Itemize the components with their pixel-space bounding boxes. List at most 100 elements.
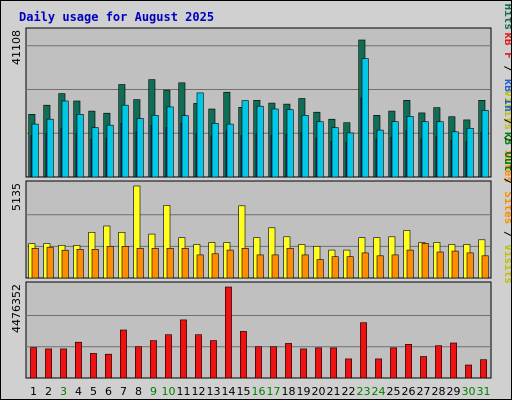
bar-pages-day-26: [406, 116, 414, 178]
bar-sites-day-29: [451, 250, 459, 279]
panels-layer: 41108 Pages / Files / Hits 5135 Visits / Si…: [10, 1, 511, 379]
bar-kb-f-day-28: [435, 345, 442, 379]
bar-pages-day-11: [181, 115, 189, 178]
bar-kb-f-day-5: [90, 353, 97, 379]
bar-kb-f-day-14: [225, 286, 232, 379]
bar-kb-f-day-18: [285, 343, 292, 379]
day-label-16: 16: [252, 385, 266, 398]
bar-kb-f-day-12: [195, 334, 202, 379]
bar-pages-day-20: [316, 121, 324, 178]
day-label-6: 6: [105, 385, 112, 398]
kbytes-panel-legend: kB F / kB In / kB Out / Sites / Visits: [502, 32, 511, 284]
bar-sites-day-19: [301, 254, 309, 279]
visits-panel-ymax-label: 5135: [10, 183, 23, 211]
bar-pages-day-13: [211, 123, 219, 178]
bar-pages-day-15: [241, 100, 249, 178]
bar-pages-day-18: [286, 109, 294, 178]
chart-title: Daily usage for August 2025: [19, 10, 214, 24]
kbytes-panel-ymax-label: 4476352: [10, 284, 23, 333]
day-label-27: 27: [417, 385, 431, 398]
bar-sites-day-4: [76, 249, 84, 279]
day-label-31: 31: [477, 385, 491, 398]
legend-item: kB In: [502, 79, 511, 112]
bar-pages-day-23: [361, 58, 369, 178]
bar-pages-day-1: [31, 123, 39, 178]
bar-sites-day-6: [106, 246, 114, 279]
bar-kb-f-day-24: [375, 358, 382, 379]
day-label-8: 8: [135, 385, 142, 398]
day-label-5: 5: [90, 385, 97, 398]
day-axis-labels: 1 2 3 4 5 6 7 8 9 10 11 12 13 14 15 16 17 18 19 20 21 22 23 24 2…: [30, 385, 491, 398]
bar-sites-day-30: [466, 252, 474, 279]
bar-sites-day-31: [481, 255, 489, 279]
bar-kb-f-day-16: [255, 346, 262, 379]
bar-pages-day-27: [421, 121, 429, 178]
bar-pages-day-9: [151, 115, 159, 178]
bar-kb-f-day-25: [390, 347, 397, 379]
bar-kb-f-day-10: [165, 334, 172, 379]
bar-sites-day-25: [391, 254, 399, 279]
bar-pages-day-7: [121, 104, 129, 178]
legend-item: /: [502, 171, 511, 191]
bar-kb-f-day-31: [480, 359, 487, 379]
bar-sites-day-8: [136, 248, 144, 279]
legend-item: /: [502, 130, 511, 150]
day-label-23: 23: [357, 385, 371, 398]
day-label-26: 26: [402, 385, 416, 398]
bar-sites-day-18: [286, 248, 294, 279]
bar-pages-day-2: [46, 118, 54, 178]
bar-kb-f-day-22: [345, 358, 352, 379]
bar-kb-f-day-2: [45, 348, 53, 379]
hits-panel-legend: Pages / Files / Hits: [502, 1, 511, 30]
bar-kb-f-day-8: [135, 346, 142, 379]
bar-sites-day-22: [346, 256, 354, 279]
bar-sites-day-12: [196, 254, 204, 279]
bar-pages-day-28: [436, 121, 444, 178]
day-label-24: 24: [372, 385, 386, 398]
bar-sites-day-23: [361, 252, 369, 279]
legend-item: /: [502, 59, 511, 79]
bar-kb-f-day-19: [300, 348, 307, 379]
bar-sites-day-16: [256, 254, 264, 279]
day-label-9: 9: [150, 385, 157, 398]
legend-item: /: [502, 1, 511, 4]
bar-sites-day-21: [331, 256, 339, 279]
bar-sites-day-20: [316, 259, 324, 279]
bar-sites-day-14: [226, 249, 234, 279]
bar-pages-day-29: [451, 131, 459, 178]
visits-panel-legend: Visits / Sites: [502, 90, 511, 183]
bar-pages-day-31: [481, 110, 489, 178]
bar-kb-f-day-26: [405, 343, 412, 379]
bar-pages-day-8: [136, 118, 144, 178]
bar-kb-f-day-3: [60, 348, 68, 379]
bar-pages-day-14: [226, 123, 234, 178]
day-label-18: 18: [282, 385, 296, 398]
bar-kb-f-day-15: [240, 331, 247, 379]
legend-item: Visits: [502, 244, 511, 284]
bar-pages-day-6: [106, 124, 114, 178]
bar-sites-day-24: [376, 255, 384, 279]
day-label-4: 4: [75, 385, 82, 398]
day-label-25: 25: [387, 385, 401, 398]
day-label-14: 14: [222, 385, 236, 398]
day-label-2: 2: [45, 385, 52, 398]
bar-kb-f-day-7: [120, 329, 127, 379]
bar-sites-day-26: [406, 249, 414, 279]
day-label-13: 13: [207, 385, 221, 398]
day-label-10: 10: [162, 385, 176, 398]
legend-item: kB F: [502, 32, 511, 59]
bar-kb-f-day-13: [210, 340, 217, 379]
bar-sites-day-9: [151, 248, 159, 279]
bar-pages-day-5: [91, 127, 99, 178]
day-label-11: 11: [177, 385, 191, 398]
day-label-30: 30: [462, 385, 476, 398]
bar-kb-f-day-6: [105, 353, 112, 379]
bar-sites-day-27: [421, 243, 429, 279]
kbytes-panel: 4476352 kB F / kB In / kB Out / Sites / V…: [10, 32, 511, 379]
bar-pages-day-17: [271, 108, 279, 178]
legend-item: Sites: [502, 191, 511, 224]
series-sites: [31, 243, 489, 279]
day-label-3: 3: [60, 385, 67, 398]
bar-sites-day-1: [31, 248, 39, 279]
